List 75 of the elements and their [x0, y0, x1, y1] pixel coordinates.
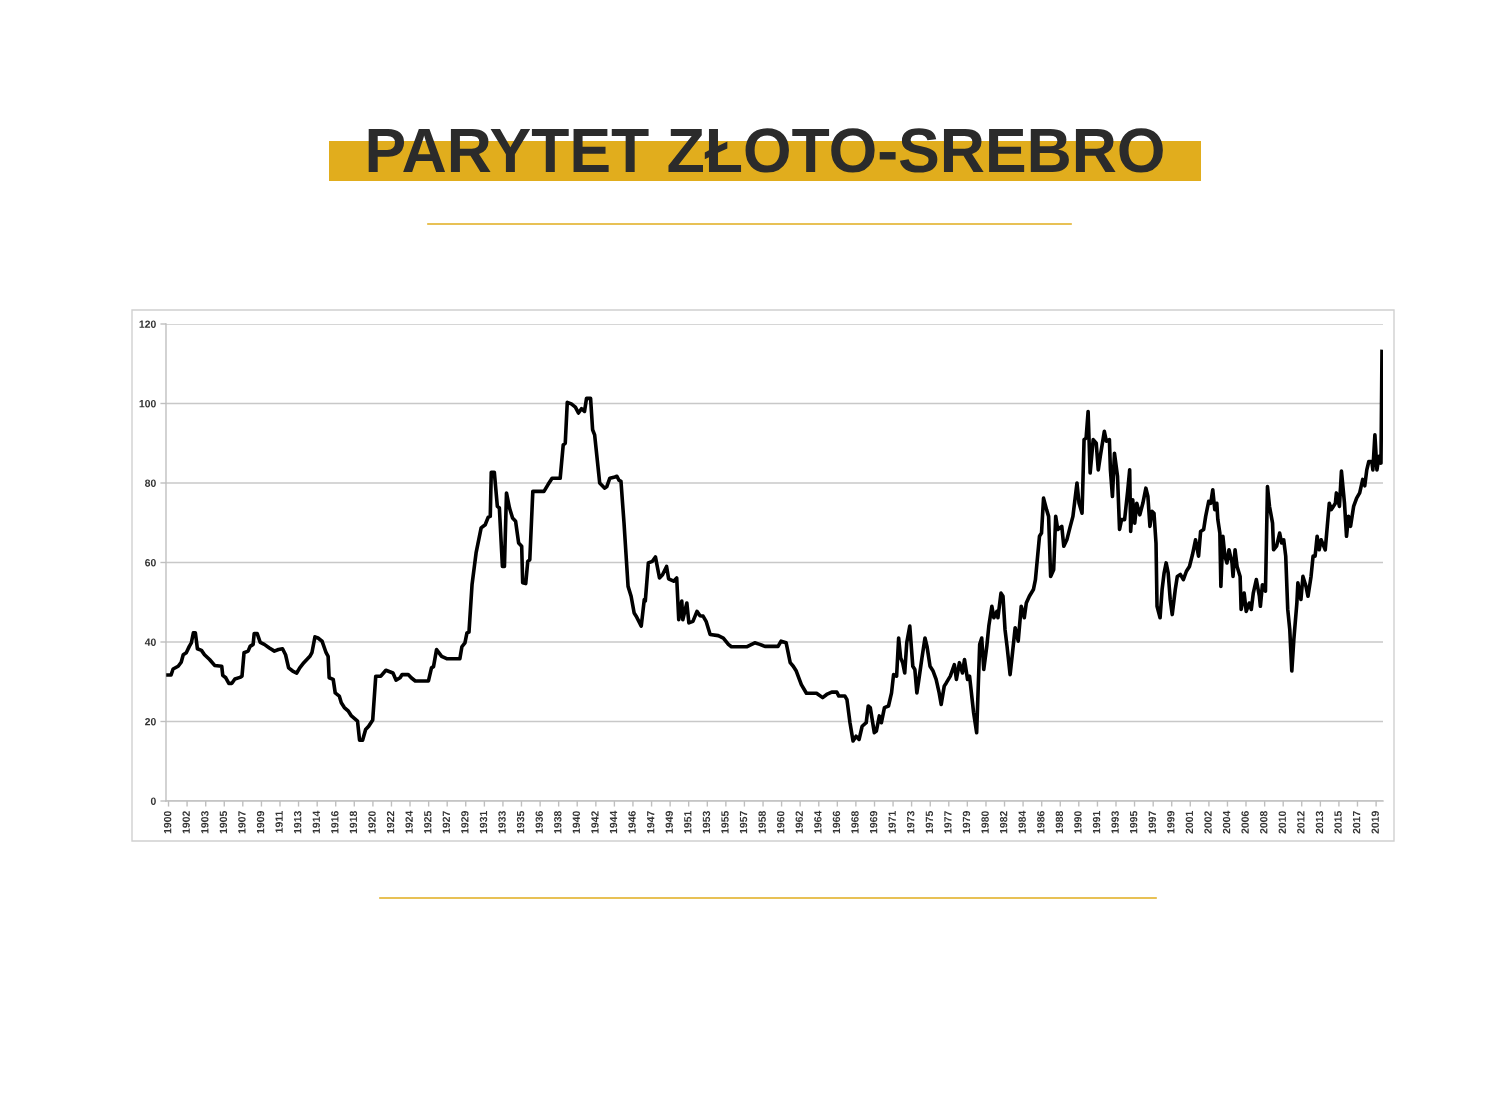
x-tick-label: 1966 — [832, 811, 841, 834]
x-tick-label: 1938 — [554, 811, 562, 834]
x-tick-label: 1922 — [386, 811, 395, 834]
x-tick-label: 2002 — [1204, 811, 1212, 834]
x-tick-label: 1953 — [702, 811, 711, 834]
x-tick-label: 1962 — [795, 811, 803, 834]
x-tick-label: 1916 — [331, 811, 339, 834]
x-tick-label: 1931 — [479, 811, 488, 834]
x-tick-label: 1971 — [888, 811, 896, 834]
x-tick-label: 1920 — [368, 811, 376, 834]
x-tick-label: 1955 — [721, 811, 729, 834]
x-tick-label: 2015 — [1334, 811, 1342, 834]
x-tick-label: 1927 — [442, 811, 450, 834]
x-tick-label: 1944 — [609, 810, 618, 834]
x-tick-label: 1924 — [405, 810, 413, 834]
x-tick-label: 1903 — [201, 811, 209, 834]
x-tick-label: 1980 — [981, 811, 989, 834]
x-tick-label: 1993 — [1111, 811, 1119, 834]
x-tick-label: 1957 — [739, 811, 748, 834]
y-tick-label: 80 — [145, 479, 156, 487]
x-tick-label: 2017 — [1352, 811, 1361, 834]
line-series — [166, 349, 1383, 743]
x-tick-label: 2013 — [1315, 811, 1324, 834]
x-tick-label: 1907 — [238, 811, 246, 834]
x-tick-label: 1982 — [999, 811, 1008, 834]
chart-title: PARYTET ZŁOTO-SREBRO — [368, 128, 1163, 173]
x-tick-label: 1942 — [591, 811, 599, 834]
x-tick-label: 1979 — [962, 811, 971, 834]
x-tick-label: 1968 — [851, 811, 859, 834]
y-tick-label: 40 — [144, 638, 156, 646]
x-tick-label: 2008 — [1260, 811, 1268, 834]
x-tick-label: 1951 — [684, 811, 692, 834]
x-tick-label: 1909 — [256, 811, 265, 834]
y-tick-label: 60 — [145, 559, 156, 567]
x-tick-label: 1977 — [944, 811, 952, 834]
x-tick-label: 2019 — [1371, 811, 1379, 834]
x-tick-label: 1984 — [1018, 810, 1026, 834]
x-tick-label: 1933 — [498, 811, 506, 834]
x-tick-label: 1999 — [1167, 811, 1175, 834]
x-tick-label: 2006 — [1241, 811, 1249, 834]
x-tick-label: 1986 — [1037, 811, 1045, 834]
x-tick-label: 1936 — [535, 811, 543, 834]
x-tick-label: 1929 — [461, 811, 469, 834]
x-tick-label: 1935 — [516, 811, 525, 834]
x-tick-label: 1947 — [647, 811, 655, 834]
x-tick-label: 1997 — [1148, 811, 1156, 834]
x-tick-label: 1949 — [665, 811, 673, 834]
x-tick-label: 1918 — [349, 811, 358, 834]
x-tick-label: 1911 — [275, 811, 283, 833]
x-tick-label: 1914 — [312, 810, 320, 834]
x-tick-label: 1975 — [925, 811, 934, 834]
x-tick-label: 1960 — [777, 811, 785, 834]
x-tick-label: 1946 — [628, 811, 636, 834]
y-tick-label: 100 — [139, 400, 156, 408]
x-tick-label: 1905 — [219, 811, 228, 834]
y-tick-label: 0 — [150, 797, 156, 805]
x-tick-label: 1940 — [572, 811, 580, 834]
x-tick-label: 1900 — [163, 811, 172, 834]
x-tick-label: 1902 — [182, 811, 190, 834]
x-tick-label: 2012 — [1297, 811, 1305, 834]
x-tick-label: 1990 — [1074, 811, 1082, 834]
x-tick-label: 1964 — [814, 810, 822, 834]
x-tick-label: 1969 — [869, 811, 878, 834]
y-tick-label: 20 — [145, 718, 156, 726]
x-tick-label: 1925 — [424, 811, 432, 834]
x-tick-label: 1913 — [293, 811, 302, 834]
x-tick-label: 2001 — [1185, 811, 1194, 834]
x-tick-label: 1991 — [1092, 811, 1101, 834]
y-tick-label: 120 — [139, 320, 156, 328]
x-tick-label: 2010 — [1278, 811, 1286, 834]
x-tick-label: 1973 — [907, 811, 915, 834]
x-tick-label: 1995 — [1129, 811, 1138, 834]
x-tick-label: 1958 — [758, 811, 766, 834]
x-tick-label: 2004 — [1222, 810, 1231, 834]
x-tick-label: 1988 — [1055, 811, 1064, 834]
